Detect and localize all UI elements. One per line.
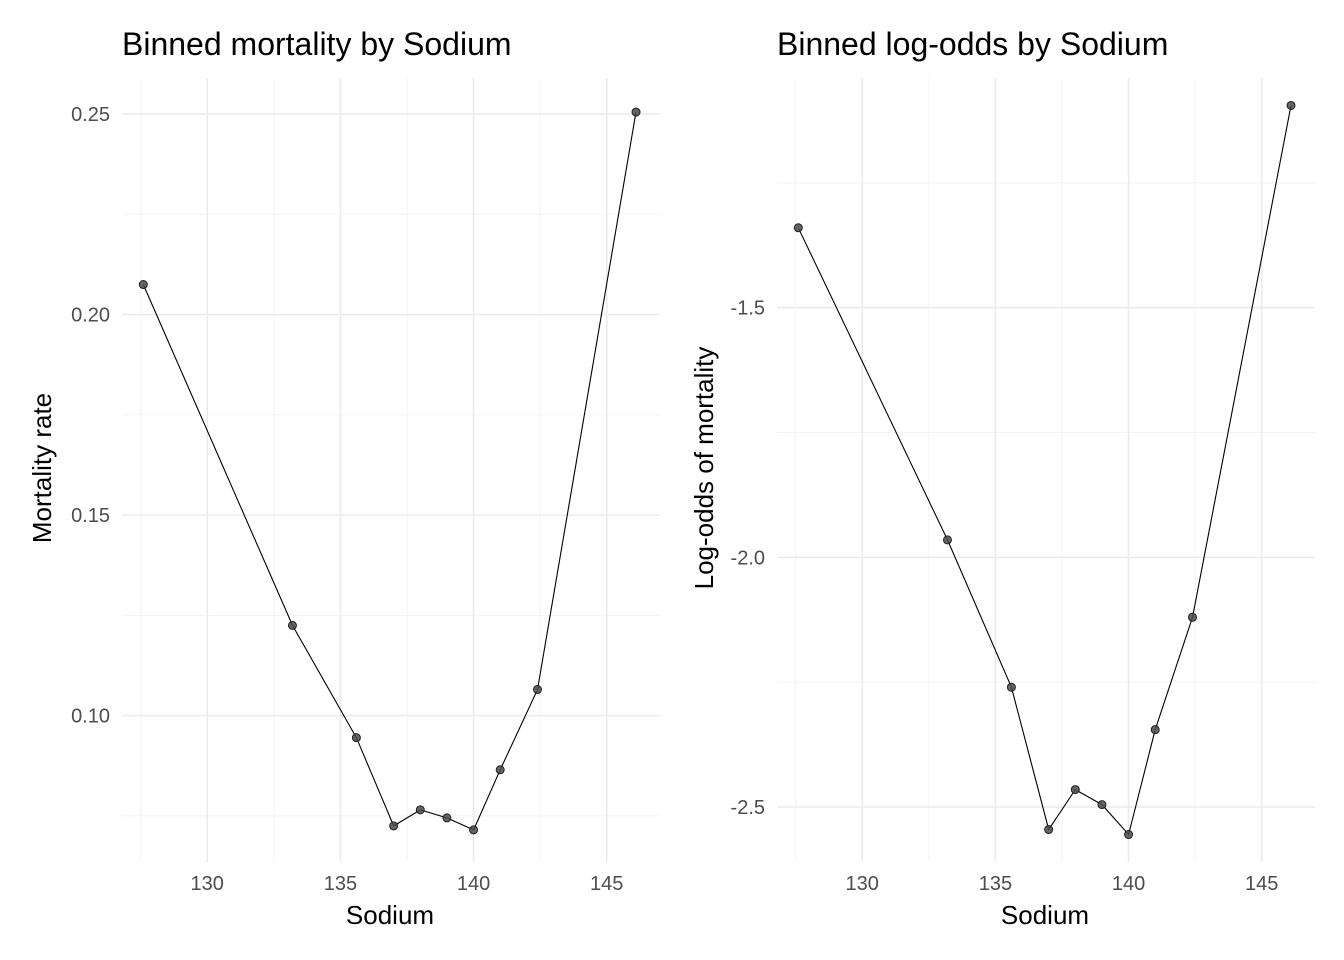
- x-axis-ticks: 130 135 140 145: [846, 873, 1279, 895]
- x-axis-ticks: 130 135 140 145: [191, 873, 624, 895]
- data-point: [631, 107, 641, 117]
- log-odds-panel: Binned log-odds by Sodium 130 135 140 145 -…: [689, 26, 1315, 930]
- x-tick-label: 135: [979, 873, 1012, 895]
- x-tick-label: 140: [1112, 873, 1145, 895]
- data-point: [1286, 100, 1296, 110]
- data-point: [1006, 682, 1016, 692]
- gridlines: [777, 78, 1315, 862]
- series-line: [142, 112, 637, 831]
- x-axis-title: Sodium: [1001, 900, 1089, 930]
- y-tick-label: 0.15: [71, 505, 110, 527]
- data-point: [138, 280, 148, 290]
- data-point: [1044, 825, 1054, 835]
- x-tick-label: 130: [846, 873, 879, 895]
- data-point: [495, 765, 505, 775]
- x-tick-label: 135: [324, 873, 357, 895]
- x-tick-label: 140: [457, 873, 490, 895]
- data-point: [1070, 785, 1080, 795]
- y-axis-ticks: 0.10 0.15 0.20 0.25: [71, 104, 110, 728]
- data-point: [532, 685, 542, 695]
- y-tick-label: -1.5: [731, 298, 765, 320]
- data-point: [442, 813, 452, 823]
- chart-title: Binned mortality by Sodium: [122, 26, 512, 62]
- y-tick-label: 0.25: [71, 104, 110, 126]
- series-layer: [793, 100, 1296, 840]
- data-point: [1097, 800, 1107, 810]
- data-point: [287, 620, 297, 630]
- data-point: [1124, 830, 1134, 840]
- x-tick-label: 130: [191, 873, 224, 895]
- y-axis-title: Log-odds of mortality: [689, 347, 719, 590]
- x-tick-label: 145: [590, 873, 623, 895]
- y-axis-ticks: -2.5 -2.0 -1.5: [731, 298, 765, 819]
- data-point: [469, 825, 479, 835]
- chart-title: Binned log-odds by Sodium: [777, 26, 1168, 62]
- y-tick-label: -2.0: [731, 547, 765, 569]
- gridlines: [122, 78, 660, 862]
- series-layer: [138, 107, 641, 835]
- y-tick-label: 0.20: [71, 305, 110, 327]
- y-tick-label: -2.5: [731, 797, 765, 819]
- data-point: [415, 805, 425, 815]
- x-tick-label: 145: [1245, 873, 1278, 895]
- y-axis-title: Mortality rate: [27, 393, 57, 543]
- data-point: [1187, 612, 1197, 622]
- x-axis-title: Sodium: [346, 900, 434, 930]
- data-point: [942, 535, 952, 545]
- data-point: [1150, 725, 1160, 735]
- data-point: [793, 223, 803, 233]
- series-line: [797, 105, 1292, 836]
- data-point: [351, 733, 361, 743]
- mortality-rate-panel: Binned mortality by Sodium 130 135 140 145 …: [27, 26, 660, 930]
- data-point: [389, 821, 399, 831]
- y-tick-label: 0.10: [71, 706, 110, 728]
